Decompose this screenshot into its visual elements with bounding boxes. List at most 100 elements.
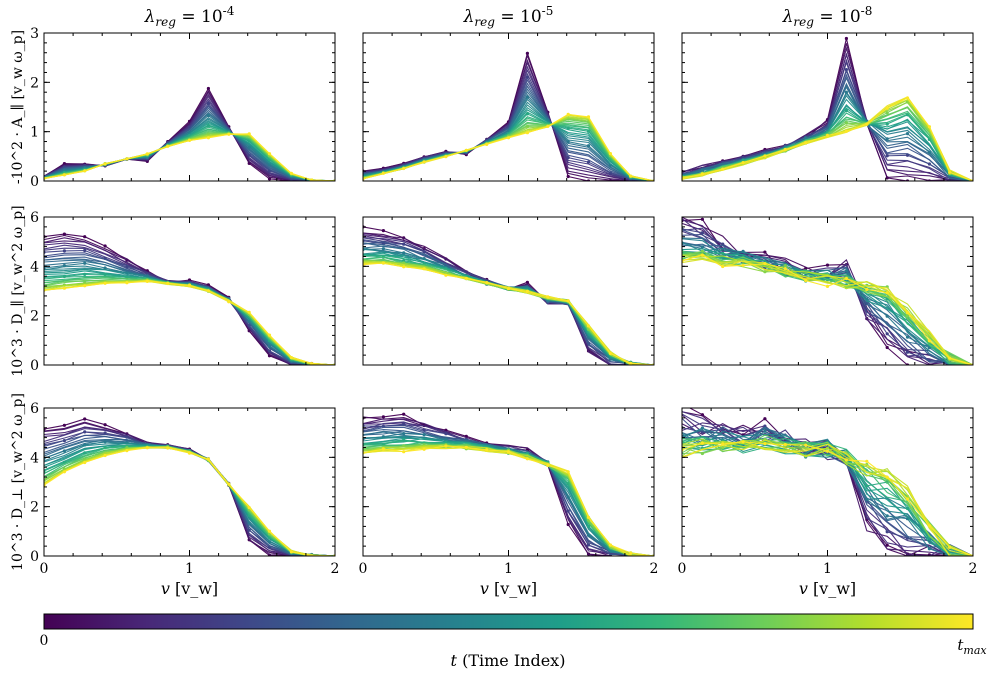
y-tick-label: 0 (30, 358, 39, 374)
data-point (381, 447, 385, 451)
time-curve (363, 443, 654, 556)
time-curve (44, 445, 335, 556)
data-point (62, 423, 66, 427)
data-point (83, 248, 87, 253)
data-point (763, 429, 767, 433)
data-point (844, 121, 849, 125)
data-point (422, 433, 426, 437)
y-tick-label: 0 (30, 549, 39, 565)
x-tick-label: 0 (678, 561, 687, 577)
data-point (825, 133, 830, 138)
y-tick-label: 2 (30, 75, 39, 91)
data-point (83, 417, 87, 421)
y-tick-label: 0 (30, 174, 39, 190)
time-curve (682, 440, 973, 556)
axes-frame (681, 32, 974, 182)
time-curve (363, 256, 654, 365)
data-point (381, 171, 385, 175)
data-point (629, 174, 633, 178)
y-tick-label: 6 (30, 210, 39, 226)
data-point (267, 529, 272, 533)
colorbar-min-label: 0 (40, 633, 49, 649)
time-curve (363, 261, 654, 365)
data-point (227, 300, 231, 304)
time-curve (363, 261, 654, 365)
data-point (422, 267, 426, 271)
data-point (103, 244, 107, 248)
data-point (927, 339, 932, 343)
data-point (62, 173, 66, 177)
data-point (680, 402, 683, 405)
data-point (187, 283, 192, 287)
axes-frame (362, 407, 655, 557)
curve-group (44, 86, 335, 181)
time-curve (44, 247, 335, 365)
data-point (700, 249, 705, 253)
data-point (267, 333, 272, 337)
data-point (125, 449, 129, 453)
data-point (402, 432, 406, 436)
time-curve (363, 262, 654, 365)
time-curve (363, 437, 654, 556)
data-point (927, 547, 932, 551)
data-point (166, 281, 170, 286)
data-point (905, 335, 910, 339)
time-curve (44, 445, 335, 556)
data-point (83, 261, 87, 265)
time-curve (44, 280, 335, 365)
time-curve (363, 421, 654, 556)
x-tick-label: 1 (823, 561, 832, 577)
time-curve (363, 424, 654, 556)
time-curve (682, 46, 973, 181)
data-point (885, 154, 889, 158)
data-point (444, 273, 448, 277)
data-point (485, 142, 489, 146)
data-point (381, 229, 385, 233)
time-curve (44, 276, 335, 365)
time-curve (363, 254, 654, 365)
curve-group (682, 217, 973, 365)
data-point (844, 36, 849, 41)
data-point (844, 269, 849, 273)
y-tick-label: 2 (30, 309, 39, 325)
y-axis-label: -10^2 · A_∥ [v_w ω_p] (10, 30, 26, 184)
time-curve (363, 418, 654, 556)
data-point (145, 446, 149, 450)
data-point (103, 266, 107, 270)
data-point (566, 156, 570, 160)
data-point (905, 132, 910, 136)
data-point (227, 482, 231, 486)
data-point (227, 132, 231, 136)
data-point (485, 281, 489, 285)
data-point (62, 286, 66, 290)
data-point (885, 530, 889, 534)
data-point (83, 235, 87, 239)
time-curve (44, 277, 335, 365)
curve-group (44, 232, 335, 365)
time-curve (44, 278, 335, 365)
data-point (763, 424, 767, 428)
data-point (763, 262, 767, 266)
data-point (566, 470, 570, 474)
x-tick-label: 1 (185, 561, 194, 577)
data-point (525, 457, 530, 461)
data-point (700, 172, 705, 176)
data-point (546, 124, 550, 128)
data-point (885, 106, 889, 110)
data-point (464, 445, 468, 449)
data-point (885, 314, 889, 318)
data-point (586, 533, 591, 537)
data-point (103, 281, 107, 285)
time-curve (363, 437, 654, 556)
time-curve (44, 446, 335, 556)
data-point (844, 458, 849, 462)
time-curve (44, 280, 335, 365)
data-point (83, 460, 87, 465)
data-point (83, 284, 87, 288)
data-point (586, 524, 591, 528)
time-curve (363, 445, 654, 556)
data-point (948, 356, 952, 360)
axes-frame (43, 32, 336, 182)
